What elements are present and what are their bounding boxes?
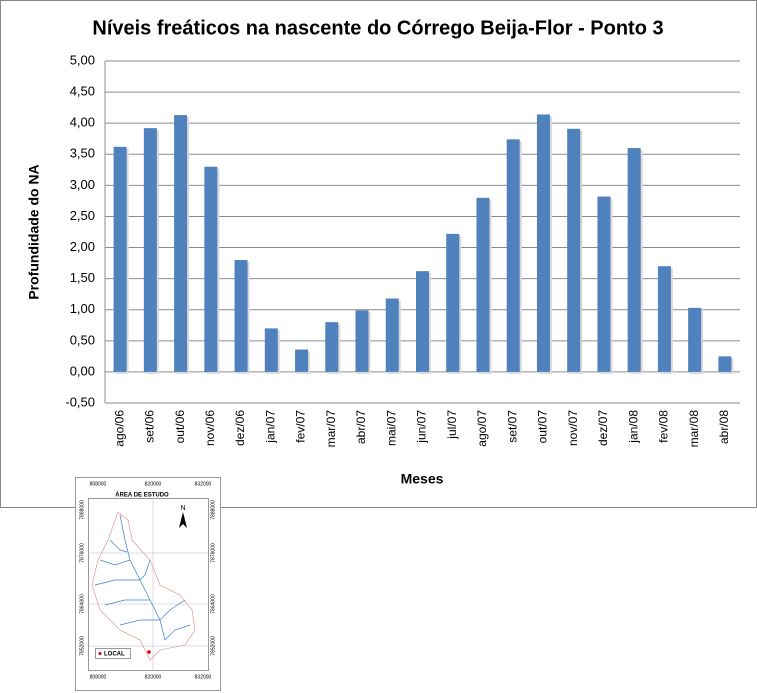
north-arrow	[179, 512, 187, 528]
x-tick-label: fev/08	[657, 410, 671, 443]
y-tick-label: 2,00	[70, 239, 95, 254]
bar	[506, 139, 520, 372]
y-tick-label: 4,00	[70, 115, 95, 130]
bar	[174, 115, 188, 372]
x-tick-label: ago/06	[112, 410, 126, 447]
map-y-label: 7852000	[79, 636, 85, 656]
bar	[143, 128, 157, 372]
bar	[416, 271, 429, 372]
map-border	[88, 498, 209, 671]
map-legend-box	[95, 648, 131, 659]
bar	[476, 197, 490, 372]
y-tick-label: 4,50	[70, 84, 95, 99]
x-tick-label: jul/07	[445, 410, 459, 440]
bar	[718, 356, 732, 372]
y-tick-label: 0,00	[70, 363, 95, 378]
bar	[385, 298, 399, 372]
y-axis-label: Profundidade do NA	[26, 164, 42, 299]
map-y-label: 7876000	[210, 543, 216, 563]
x-tick-label: out/07	[536, 410, 550, 444]
bar	[325, 322, 339, 372]
map-x-label: 808000	[90, 674, 107, 680]
bar	[295, 349, 309, 372]
map-x-label: 832000	[195, 674, 212, 680]
x-tick-label: set/06	[143, 410, 157, 443]
bar	[446, 233, 460, 372]
x-axis-label: Meses	[401, 471, 444, 487]
y-tick-label: 0,50	[70, 332, 95, 347]
bar	[204, 166, 218, 372]
legend-marker	[98, 652, 102, 655]
y-tick-label: 3,00	[70, 177, 95, 192]
location-marker	[147, 650, 151, 654]
x-tick-label: jan/07	[263, 410, 277, 444]
x-tick-label: set/07	[505, 410, 519, 443]
bar	[536, 114, 550, 372]
bar	[627, 148, 641, 372]
bar	[355, 310, 369, 372]
chart-title: Níveis freáticos na nascente do Córrego …	[92, 17, 663, 39]
map-inset: ÁREA DE ESTUDO N LOCAL 808000 808000 820000 82…	[75, 477, 221, 691]
map-y-label: 7876000	[79, 543, 85, 563]
map-y-label: 7864000	[79, 594, 85, 614]
x-tick-label: mai/07	[384, 410, 398, 446]
map-title: ÁREA DE ESTUDO	[115, 492, 169, 499]
x-tick-label: nov/07	[566, 410, 580, 446]
bar	[597, 196, 611, 372]
map-x-label: 832000	[195, 481, 212, 487]
x-tick-label: abr/08	[717, 410, 731, 444]
y-tick-label: 1,00	[70, 301, 95, 316]
bar	[264, 328, 278, 372]
x-tick-label: mar/07	[324, 410, 338, 448]
y-tick-label: 5,00	[70, 52, 95, 67]
x-tick-label: jan/08	[626, 410, 640, 444]
map-y-label: 7888000	[79, 500, 85, 520]
bar	[688, 307, 702, 372]
x-tick-label: nov/06	[203, 410, 217, 446]
map-x-label: 808000	[90, 481, 107, 487]
map-legend: LOCAL	[104, 652, 125, 658]
y-tick-label: 1,50	[70, 270, 95, 285]
bar	[113, 146, 127, 372]
x-tick-label: abr/07	[354, 410, 368, 444]
map-y-label: 7864000	[210, 594, 216, 614]
x-tick-label: dez/06	[233, 410, 247, 446]
bar	[657, 266, 671, 372]
y-tick-label: -0,50	[65, 394, 95, 409]
x-tick-label: dez/07	[596, 410, 610, 446]
map-north: N	[180, 505, 185, 512]
y-tick-label: 2,50	[70, 208, 95, 223]
x-tick-label: jun/07	[415, 410, 429, 444]
map-x-label: 820000	[145, 481, 162, 487]
x-tick-label: out/06	[173, 410, 187, 444]
x-tick-label: fev/07	[294, 410, 308, 443]
map-y-label: 7888000	[210, 500, 216, 520]
map-x-label: 820000	[145, 674, 162, 680]
y-tick-label: 3,50	[70, 146, 95, 161]
bar	[234, 259, 248, 372]
x-tick-label: ago/07	[475, 410, 489, 447]
x-tick-label: mar/08	[687, 410, 701, 448]
map-y-label: 7852000	[210, 636, 216, 656]
bar	[567, 128, 581, 372]
